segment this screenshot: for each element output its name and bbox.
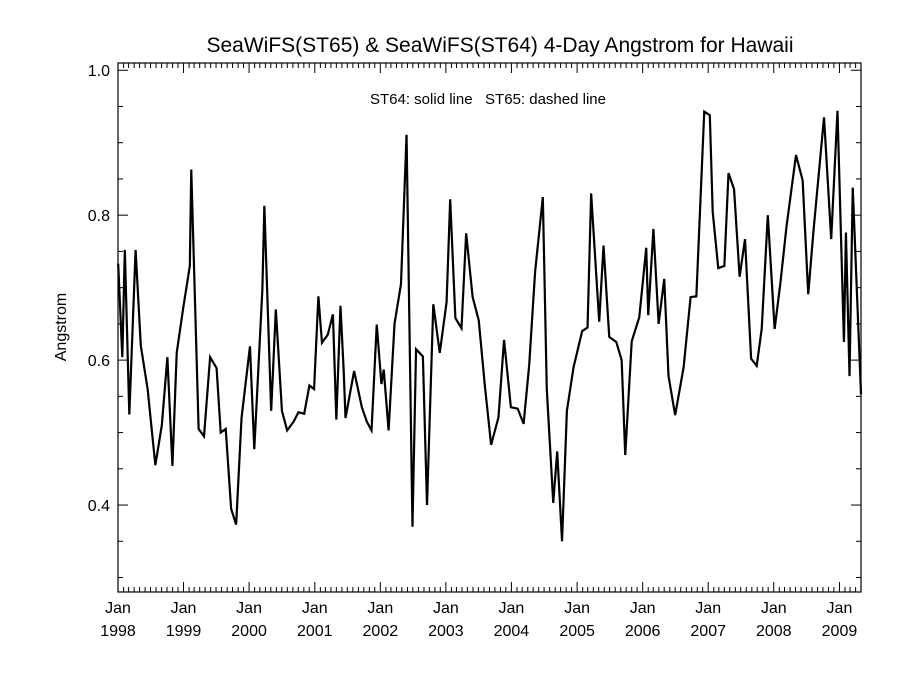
x-ticks: Jan 1998 Jan 1999 Jan 2000 Jan 2001 Jan 2002 Jan 20…	[100, 63, 862, 640]
series-line-st64	[117, 109, 863, 542]
x-tick-label-year: 2008	[756, 623, 792, 640]
x-tick-label-year: 1999	[166, 623, 202, 640]
y-axis-label: Angstrom	[53, 293, 70, 361]
x-tick-label-month: Jan	[105, 600, 131, 617]
x-tick-label-year: 2006	[625, 623, 661, 640]
x-tick-label-month: Jan	[236, 600, 262, 617]
x-tick-label-year: 2005	[559, 623, 595, 640]
x-tick-label-month: Jan	[499, 600, 525, 617]
x-tick-label-month: Jan	[761, 600, 787, 617]
x-tick-label-month: Jan	[302, 600, 328, 617]
y-ticks: 0.4 0.6 0.8 1.0	[88, 63, 861, 579]
x-tick-label-month: Jan	[433, 600, 459, 617]
x-tick-label-year: 2007	[690, 623, 726, 640]
x-tick-label-month: Jan	[695, 600, 721, 617]
x-tick-label-year: 2003	[428, 623, 464, 640]
x-tick-label-year: 2002	[363, 623, 399, 640]
x-tick-label-month: Jan	[171, 600, 197, 617]
chart-title: SeaWiFS(ST65) & SeaWiFS(ST64) 4-Day Angs…	[207, 34, 794, 57]
y-tick-label: 0.4	[88, 498, 110, 515]
x-tick-label-month: Jan	[827, 600, 853, 617]
y-tick-label: 1.0	[88, 63, 110, 80]
x-tick-label-year: 2001	[297, 623, 333, 640]
x-tick-label-year: 2000	[231, 623, 267, 640]
x-tick-label-year: 1998	[100, 623, 136, 640]
x-tick-label-month: Jan	[564, 600, 590, 617]
x-tick-label-year: 2009	[822, 623, 858, 640]
y-tick-label: 0.8	[88, 208, 110, 225]
y-tick-label: 0.6	[88, 353, 110, 370]
x-tick-label-month: Jan	[630, 600, 656, 617]
legend-annotation: ST64: solid line ST65: dashed line	[370, 91, 606, 108]
x-tick-label-month: Jan	[367, 600, 393, 617]
series-layer	[117, 109, 863, 542]
x-tick-label-year: 2004	[494, 623, 530, 640]
